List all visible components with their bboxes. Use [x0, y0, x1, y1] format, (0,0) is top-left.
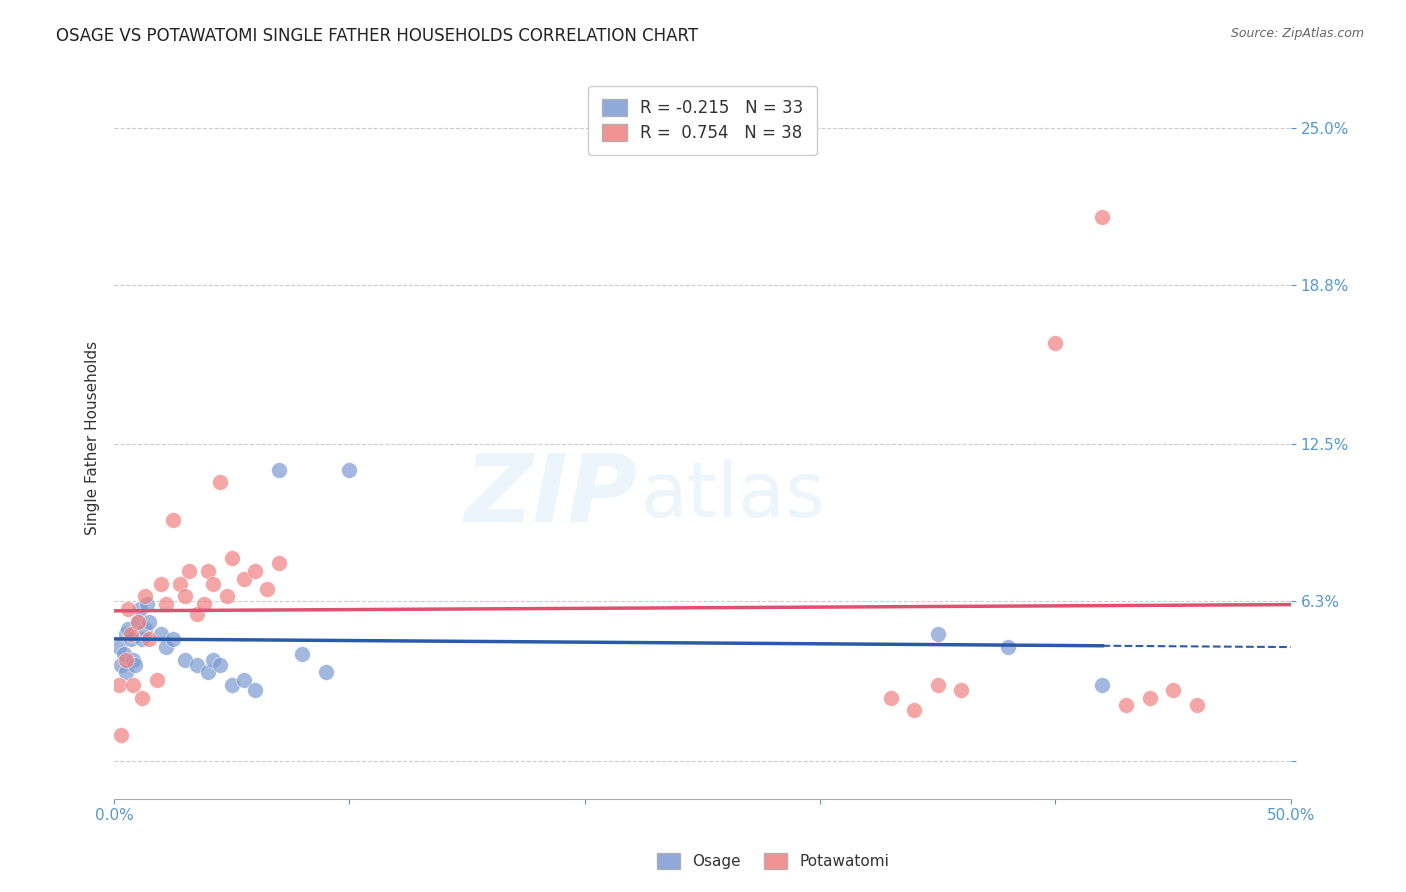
- Legend: R = -0.215   N = 33, R =  0.754   N = 38: R = -0.215 N = 33, R = 0.754 N = 38: [588, 86, 817, 155]
- Point: [232, 673, 254, 687]
- Point: [108, 678, 131, 692]
- Point: [209, 657, 232, 672]
- Point: [202, 576, 225, 591]
- Point: [197, 665, 219, 680]
- Point: [150, 576, 173, 591]
- Point: [1161, 682, 1184, 697]
- Point: [134, 589, 156, 603]
- Point: [245, 682, 267, 697]
- Point: [221, 551, 243, 566]
- Point: [880, 690, 903, 705]
- Point: [120, 627, 142, 641]
- Point: [112, 648, 135, 662]
- Point: [127, 615, 149, 629]
- Point: [267, 463, 290, 477]
- Point: [169, 576, 191, 591]
- Point: [138, 632, 160, 647]
- Point: [131, 632, 153, 647]
- Point: [193, 597, 215, 611]
- Text: OSAGE VS POTAWATOMI SINGLE FATHER HOUSEHOLDS CORRELATION CHART: OSAGE VS POTAWATOMI SINGLE FATHER HOUSEH…: [56, 27, 699, 45]
- Point: [173, 652, 195, 666]
- Point: [950, 682, 973, 697]
- Point: [1091, 678, 1114, 692]
- Point: [315, 665, 337, 680]
- Point: [155, 597, 177, 611]
- Point: [1091, 210, 1114, 224]
- Point: [129, 602, 152, 616]
- Y-axis label: Single Father Households: Single Father Households: [86, 341, 100, 535]
- Point: [927, 627, 949, 641]
- Point: [127, 615, 149, 629]
- Point: [267, 557, 290, 571]
- Point: [232, 572, 254, 586]
- Point: [150, 627, 173, 641]
- Point: [291, 648, 314, 662]
- Point: [997, 640, 1019, 654]
- Point: [115, 665, 138, 680]
- Point: [117, 602, 139, 616]
- Point: [173, 589, 195, 603]
- Point: [115, 652, 138, 666]
- Point: [202, 652, 225, 666]
- Text: atlas: atlas: [640, 458, 825, 533]
- Point: [145, 673, 167, 687]
- Point: [120, 632, 142, 647]
- Point: [221, 678, 243, 692]
- Point: [138, 615, 160, 629]
- Text: ZIP: ZIP: [465, 450, 638, 541]
- Point: [162, 513, 184, 527]
- Point: [1139, 690, 1161, 705]
- Point: [927, 678, 949, 692]
- Point: [197, 564, 219, 578]
- Point: [115, 627, 138, 641]
- Point: [131, 690, 153, 705]
- Point: [1185, 698, 1208, 712]
- Point: [256, 582, 278, 596]
- Point: [245, 564, 267, 578]
- Point: [209, 475, 232, 490]
- Point: [903, 703, 925, 717]
- Point: [136, 597, 159, 611]
- Point: [110, 657, 132, 672]
- Point: [1115, 698, 1137, 712]
- Point: [122, 652, 145, 666]
- Point: [122, 678, 145, 692]
- Point: [186, 607, 208, 621]
- Point: [1045, 336, 1067, 351]
- Point: [162, 632, 184, 647]
- Point: [134, 622, 156, 636]
- Point: [117, 622, 139, 636]
- Point: [108, 640, 131, 654]
- Legend: Osage, Potawatomi: Osage, Potawatomi: [651, 847, 896, 875]
- Point: [186, 657, 208, 672]
- Point: [339, 463, 361, 477]
- Point: [179, 564, 201, 578]
- Point: [124, 657, 146, 672]
- Point: [110, 729, 132, 743]
- Text: Source: ZipAtlas.com: Source: ZipAtlas.com: [1230, 27, 1364, 40]
- Point: [155, 640, 177, 654]
- Point: [217, 589, 239, 603]
